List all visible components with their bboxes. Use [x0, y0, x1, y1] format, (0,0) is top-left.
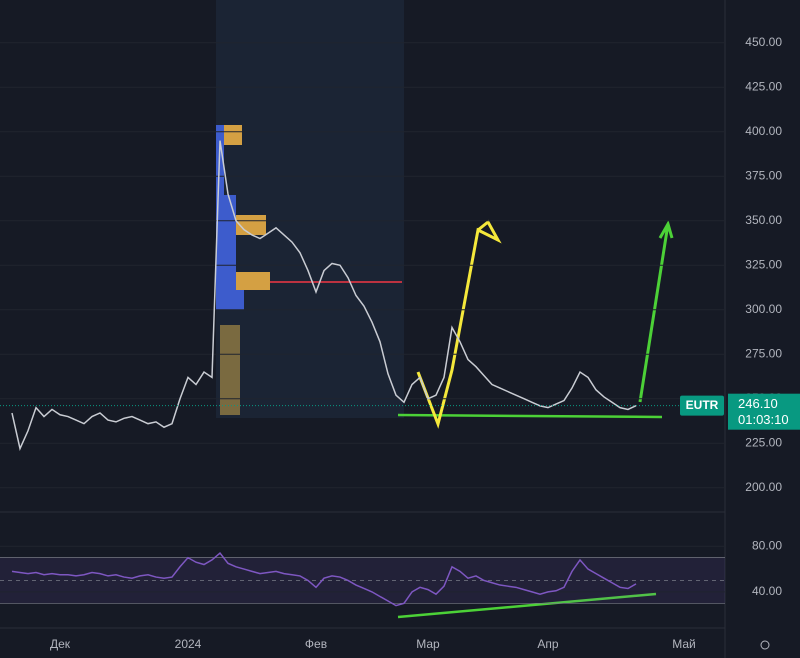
countdown: 01:03:10 [738, 412, 789, 427]
y-tick-label: 275.00 [745, 346, 782, 360]
y-tick-label: 350.00 [745, 213, 782, 227]
profile-range [216, 0, 404, 418]
y-tick-label: 225.00 [745, 435, 782, 449]
forecast-arrow [638, 220, 674, 403]
x-tick-label: Мар [416, 637, 440, 651]
y-tick-label: 425.00 [745, 79, 782, 93]
profile-bar [220, 325, 240, 415]
volume-profile [216, 125, 270, 415]
profile-bar [216, 195, 236, 275]
y-tick-label: 80.00 [752, 538, 782, 552]
y-tick-label: 450.00 [745, 35, 782, 49]
series-line [11, 552, 637, 607]
ticker-tag [680, 395, 724, 416]
y-tick-label: 300.00 [745, 302, 782, 316]
y-tick-label: 325.00 [745, 257, 782, 271]
profile-bar [224, 125, 242, 145]
y-tick-label: 200.00 [745, 480, 782, 494]
x-tick-label: Дек [50, 637, 71, 651]
y-tick-label: 400.00 [745, 124, 782, 138]
forecast-arrow [416, 219, 502, 429]
x-tick-label: Апр [537, 637, 559, 651]
last-price-label: 246.10 [738, 396, 778, 411]
ticker-label: EUTR [686, 398, 719, 412]
settings-icon[interactable] [760, 640, 770, 650]
y-tick-label: 40.00 [752, 584, 782, 598]
support-line [397, 413, 663, 419]
price-tag [728, 393, 800, 430]
x-tick-label: 2024 [175, 637, 202, 651]
divergence-line [397, 592, 657, 619]
x-tick-label: Май [672, 637, 696, 651]
x-tick-label: Фев [305, 637, 327, 651]
y-tick-label: 375.00 [745, 168, 782, 182]
series-line [11, 140, 637, 451]
profile-bar [236, 272, 270, 290]
